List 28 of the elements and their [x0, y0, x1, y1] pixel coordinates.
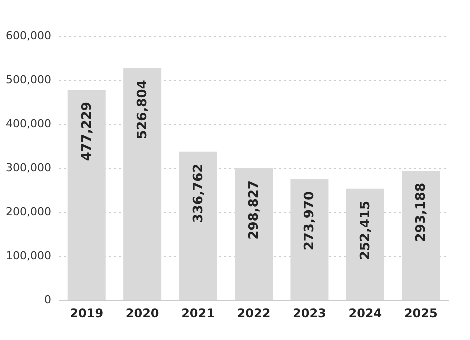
data-label: 336,762 — [191, 164, 206, 224]
y-tick-label: 100,000 — [6, 250, 52, 262]
x-tick-label: 2021 — [182, 306, 215, 320]
y-tick-label: 500,000 — [6, 74, 52, 86]
x-tick-label: 2023 — [293, 306, 326, 320]
bar — [402, 170, 440, 300]
x-tick-label: 2019 — [70, 306, 104, 320]
y-tick-label: 600,000 — [6, 30, 52, 42]
x-tick-label: 2022 — [237, 306, 271, 320]
bar — [346, 188, 384, 300]
x-tick-label: 2024 — [348, 306, 382, 320]
data-label: 298,827 — [247, 180, 262, 240]
x-tick-label: 2025 — [404, 306, 438, 320]
data-label: 252,415 — [358, 200, 374, 260]
bar — [290, 179, 329, 300]
data-label: 477,229 — [80, 102, 95, 162]
data-label: 526,804 — [136, 80, 151, 140]
bar — [124, 68, 162, 300]
y-tick-label: 400,000 — [6, 118, 52, 130]
x-tick-label: 2020 — [126, 306, 160, 320]
y-tick-label: 0 — [44, 294, 52, 306]
bar — [68, 90, 106, 300]
y-tick-label: 300,000 — [6, 162, 52, 174]
data-label: 273,970 — [302, 191, 318, 251]
y-tick-label: 200,000 — [6, 206, 52, 218]
bar — [235, 168, 273, 300]
bar — [179, 152, 218, 300]
data-label: 293,188 — [414, 182, 430, 242]
